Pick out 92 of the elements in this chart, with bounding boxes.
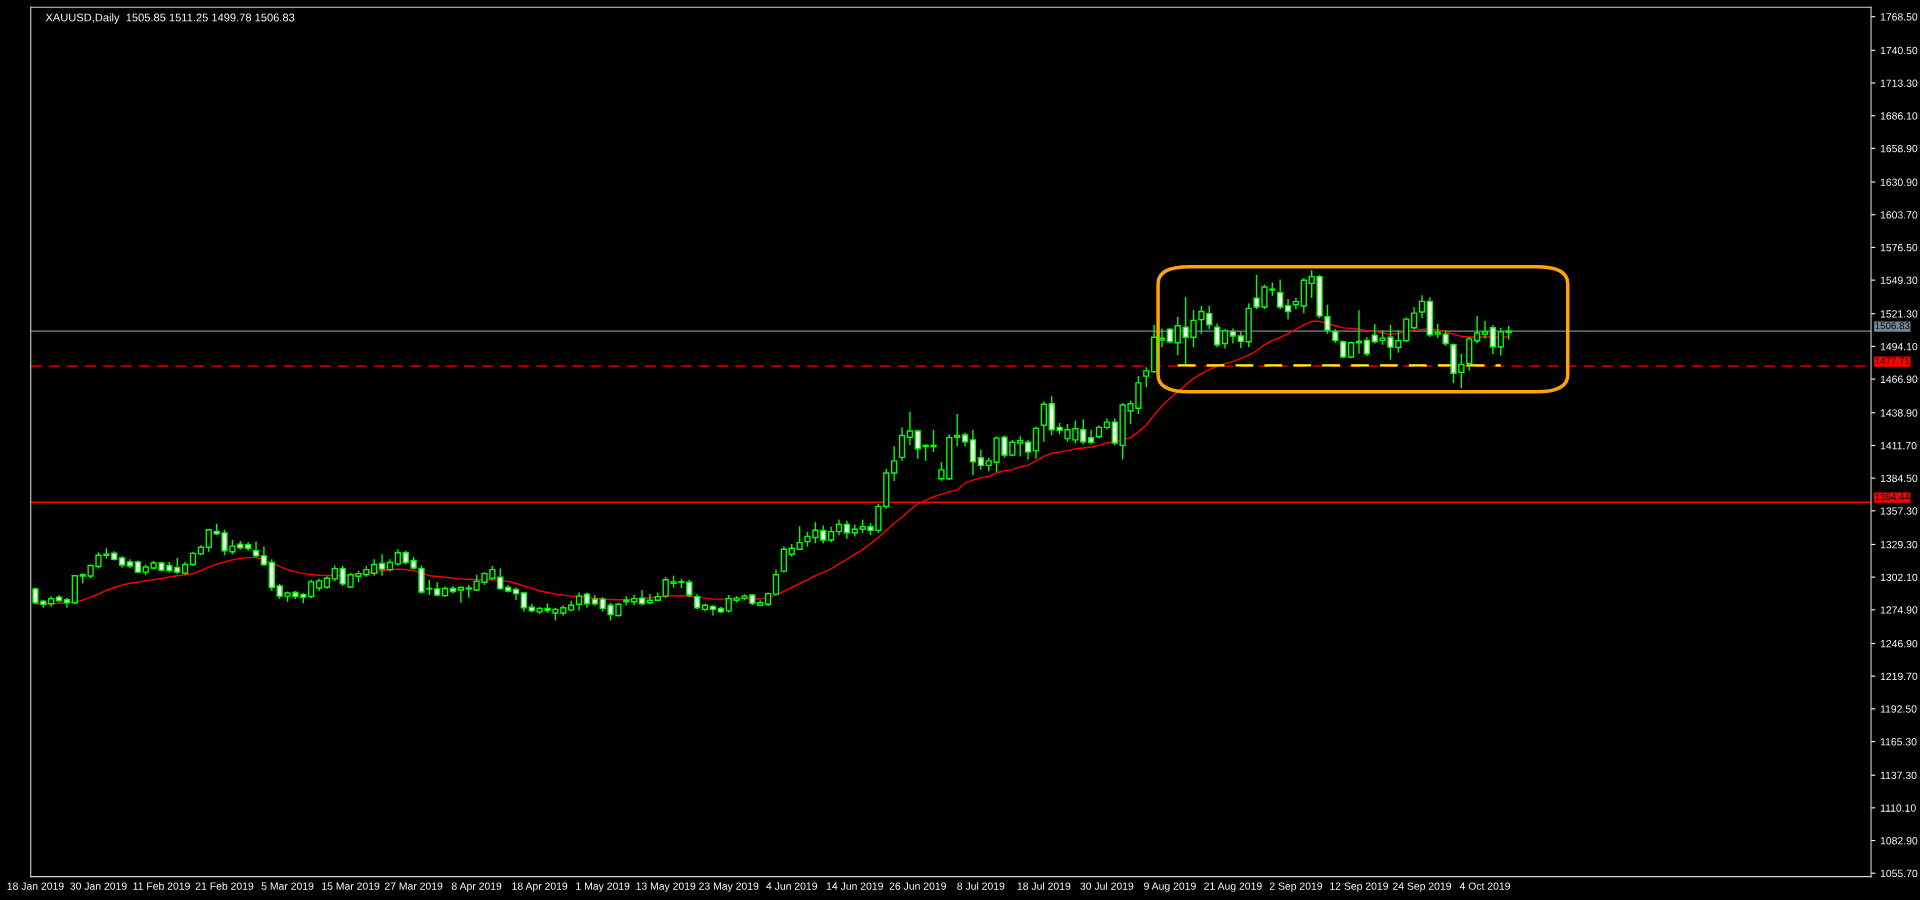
- x-tick-label: 1 May 2019: [576, 882, 630, 892]
- text: XAUUSD,Daily 1505.85 1511.25 1499.78 1506.83: [45, 13, 295, 24]
- y-tick-label: 1713.30: [1880, 79, 1918, 87]
- y-tick-label: 1521.30: [1880, 310, 1918, 318]
- candlestick: [1497, 327, 1504, 357]
- candlestick: [914, 429, 921, 460]
- candlestick: [898, 426, 906, 462]
- candlestick: [780, 545, 788, 574]
- x-tick-label: 26 Jun 2019: [889, 882, 946, 890]
- x-tick-label: 21 Aug 2019: [1204, 882, 1262, 892]
- x-tick-label: 4 Jun 2019: [766, 882, 818, 890]
- candlestick: [1292, 297, 1300, 310]
- x-tick-label: 11 Feb 2019: [133, 882, 190, 890]
- y-tick-label: 1411.70: [1880, 441, 1917, 450]
- candlestick: [1418, 294, 1426, 320]
- y-tick-label: 1082.90: [1880, 837, 1918, 845]
- x-tick-label: 12 Sep 2019: [1330, 882, 1389, 892]
- y-tick-label: 1768.50: [1880, 13, 1918, 21]
- candlestick: [906, 411, 914, 447]
- y-tick-label: 1329.30: [1880, 540, 1918, 549]
- y-tick-label: 1576.50: [1880, 243, 1918, 252]
- y-tick-label: 1274.90: [1880, 606, 1918, 614]
- x-tick-label: 30 Jul 2019: [1080, 882, 1134, 890]
- candlestick: [977, 449, 984, 471]
- candlestick: [378, 553, 386, 577]
- candlestick: [1017, 435, 1024, 458]
- candlestick: [457, 585, 465, 604]
- candlestick: [1214, 322, 1221, 348]
- candlestick: [1277, 278, 1284, 310]
- candlestick: [1489, 324, 1497, 355]
- x-tick-label: 18 Apr 2019: [512, 882, 568, 892]
- ref-line-label: 1506.83: [1875, 322, 1910, 330]
- candlestick: [954, 413, 961, 447]
- y-tick-label: 1466.90: [1880, 375, 1918, 383]
- candlestick: [520, 591, 528, 613]
- candlestick: [1403, 316, 1410, 343]
- candlestick: [1481, 320, 1489, 340]
- x-tick-label: 18 Jan 2019: [7, 882, 64, 890]
- y-tick-label: 1165.30: [1880, 738, 1917, 746]
- x-tick-label: 4 Oct 2019: [1459, 882, 1510, 890]
- y-tick-label: 1438.90: [1880, 409, 1918, 417]
- candlestick: [1363, 336, 1370, 357]
- candlestick: [1080, 418, 1087, 446]
- y-tick-label: 1055.70: [1880, 869, 1918, 878]
- x-tick-label: 27 Mar 2019: [384, 882, 443, 890]
- candlestick: [1229, 327, 1237, 345]
- y-tick-label: 1603.70: [1880, 211, 1918, 219]
- y-tick-label: 1740.50: [1880, 46, 1918, 55]
- x-tick-label: 30 Jan 2019: [70, 882, 127, 890]
- candlestick: [1032, 425, 1040, 460]
- ref-line-label: 1477.71: [1875, 357, 1910, 365]
- y-tick-label: 1302.10: [1880, 573, 1918, 582]
- x-tick-label: 9 Aug 2019: [1144, 882, 1196, 892]
- y-tick-label: 1384.50: [1880, 474, 1918, 483]
- y-tick-label: 1686.10: [1880, 112, 1918, 120]
- candlestick: [1143, 366, 1150, 388]
- y-tick-label: 1192.50: [1880, 705, 1917, 713]
- x-tick-label: 18 Jul 2019: [1017, 882, 1071, 890]
- x-tick-label: 15 Mar 2019: [322, 882, 380, 890]
- y-tick-label: 1246.90: [1880, 639, 1918, 648]
- candlestick: [1284, 298, 1292, 321]
- candlestick: [1024, 439, 1032, 461]
- candlestick: [969, 429, 977, 476]
- x-tick-label: 14 Jun 2019: [826, 882, 883, 890]
- y-tick-label: 1549.30: [1880, 276, 1918, 284]
- x-tick-label: 21 Feb 2019: [195, 882, 254, 890]
- x-tick-label: 2 Sep 2019: [1269, 882, 1323, 892]
- x-tick-label: 24 Sep 2019: [1392, 882, 1452, 892]
- candlestick: [891, 445, 898, 482]
- y-tick-label: 1630.90: [1880, 178, 1918, 186]
- y-tick-label: 1357.30: [1880, 507, 1918, 515]
- candlestick: [1174, 316, 1181, 356]
- y-tick-label: 1110.10: [1880, 804, 1916, 812]
- y-tick-label: 1494.10: [1880, 342, 1918, 351]
- x-tick-label: 8 Apr 2019: [451, 882, 502, 892]
- x-tick-label: 5 Mar 2019: [261, 882, 314, 890]
- x-tick-label: 23 May 2019: [699, 882, 759, 892]
- candlestick: [1410, 306, 1418, 331]
- candlestick: [1040, 400, 1047, 443]
- x-tick-label: 13 May 2019: [636, 882, 696, 892]
- y-tick-label: 1219.70: [1880, 672, 1918, 681]
- candlestick: [308, 579, 315, 599]
- candlestick: [1473, 315, 1481, 345]
- ref-line-label: 1364.44: [1875, 493, 1910, 501]
- y-tick-label: 1137.30: [1880, 771, 1917, 780]
- candlestick: [1221, 328, 1229, 350]
- candlestick: [260, 545, 268, 567]
- x-tick-label: 8 Jul 2019: [957, 882, 1005, 890]
- candlestick: [1158, 327, 1166, 348]
- candlestick: [772, 568, 780, 596]
- candlestick: [843, 520, 851, 540]
- y-tick-label: 1658.90: [1880, 144, 1918, 153]
